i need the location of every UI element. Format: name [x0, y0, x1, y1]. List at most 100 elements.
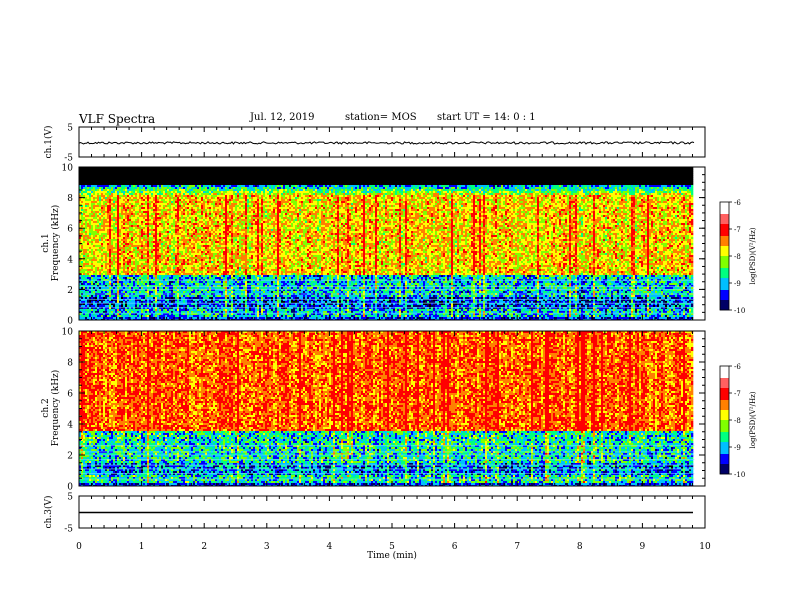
spectrogram-cell	[205, 175, 208, 178]
spectrogram-cell	[103, 241, 106, 244]
spectrogram-cell	[83, 275, 86, 278]
spectrogram-cell	[99, 209, 102, 212]
spectrogram-cell	[163, 209, 166, 212]
spectrogram-cell	[203, 231, 206, 234]
spectrogram-cell	[151, 283, 154, 286]
spectrogram-cell	[145, 197, 148, 200]
spectrogram-cell	[175, 271, 178, 274]
spectrogram-cell	[163, 309, 166, 312]
spectrogram-cell	[103, 193, 106, 196]
spectrogram-cell	[125, 249, 128, 252]
spectrogram-cell	[105, 271, 108, 274]
spectrogram-cell	[197, 173, 200, 176]
spectrogram-cell	[81, 263, 84, 266]
spectrogram-cell	[167, 199, 170, 202]
spectrogram-cell	[101, 303, 104, 306]
spectrogram-cell	[175, 317, 178, 320]
spectrogram-cell	[121, 317, 124, 320]
spectrogram-cell	[83, 229, 86, 232]
spectrogram-cell	[91, 309, 94, 312]
spectrogram-cell	[101, 169, 104, 172]
spectrogram-cell	[129, 167, 132, 170]
spectrogram-cell	[109, 311, 112, 314]
spectrogram-cell	[187, 189, 190, 192]
spectrogram-cell	[113, 291, 116, 294]
spectrogram-cell	[107, 239, 110, 242]
spectrogram-cell	[171, 269, 174, 272]
spectrogram-cell	[117, 273, 120, 276]
spectrogram-cell	[199, 271, 202, 274]
spectrogram-cell	[205, 183, 208, 186]
spectrogram-cell	[145, 187, 148, 190]
spectrogram-cell	[167, 207, 170, 210]
spectrogram-cell	[181, 237, 184, 240]
spectrogram-cell	[185, 199, 188, 202]
spectrogram-cell	[115, 297, 118, 300]
spectrogram-cell	[191, 297, 194, 300]
spectrogram-cell	[109, 273, 112, 276]
spectrogram-cell	[85, 221, 88, 224]
spectrogram-cell	[151, 167, 154, 170]
spectrogram-cell	[127, 303, 130, 306]
spectrogram-cell	[81, 311, 84, 314]
spectrogram-cell	[171, 197, 174, 200]
spectrogram-cell	[141, 181, 144, 184]
spectrogram-cell	[181, 233, 184, 236]
spectrogram-cell	[195, 189, 198, 192]
spectrogram-cell	[111, 219, 114, 222]
spectrogram-cell	[173, 231, 176, 234]
spectrogram-cell	[185, 295, 188, 298]
spectrogram-cell	[189, 167, 192, 170]
spectrogram-cell	[203, 239, 206, 242]
spectrogram-cell	[91, 313, 94, 316]
spectrogram-cell	[129, 203, 132, 206]
spectrogram-cell	[169, 203, 172, 206]
spectrogram-cell	[165, 187, 168, 190]
spectrogram-cell	[103, 305, 106, 308]
spectrogram-cell	[165, 309, 168, 312]
spectrogram-cell	[169, 291, 172, 294]
spectrogram-cell	[145, 255, 148, 258]
spectrogram-cell	[193, 245, 196, 248]
spectrogram-cell	[151, 305, 154, 308]
spectrogram-cell	[101, 277, 104, 280]
spectrogram-cell	[187, 265, 190, 268]
spectrogram-cell	[93, 175, 96, 178]
spectrogram-cell	[163, 245, 166, 248]
spectrogram-cell	[139, 311, 142, 314]
spectrogram-cell	[125, 317, 128, 320]
spectrogram-cell	[121, 191, 124, 194]
spectrogram-cell	[139, 169, 142, 172]
spectrogram-cell	[119, 249, 122, 252]
spectrogram-cell	[205, 305, 208, 308]
spectrogram-cell	[171, 235, 174, 238]
spectrogram-cell	[205, 301, 208, 304]
spectrogram-cell	[181, 295, 184, 298]
spectrogram-cell	[137, 187, 140, 190]
spectrogram-cell	[185, 223, 188, 226]
spectrogram-cell	[151, 205, 154, 208]
spectrogram-cell	[135, 305, 138, 308]
spectrogram-cell	[149, 213, 152, 216]
spectrogram-cell	[143, 215, 146, 218]
spectrogram-cell	[173, 241, 176, 244]
spectrogram-cell	[85, 309, 88, 312]
spectrogram-cell	[105, 181, 108, 184]
spectrogram-cell	[131, 241, 134, 244]
spectrogram-cell	[109, 193, 112, 196]
spectrogram-cell	[83, 195, 86, 198]
spectrogram-cell	[137, 199, 140, 202]
spectrogram-cell	[207, 283, 210, 286]
spectrogram-cell	[171, 315, 174, 318]
spectrogram-cell	[177, 235, 180, 238]
spectrogram-cell	[85, 195, 88, 198]
spectrogram-cell	[199, 277, 202, 280]
spectrogram-cell	[99, 305, 102, 308]
spectrogram-cell	[165, 277, 168, 280]
spectrogram-cell	[105, 263, 108, 266]
spectrogram-cell	[81, 271, 84, 274]
spectrogram-cell	[105, 269, 108, 272]
spectrogram-cell	[199, 251, 202, 254]
spectrogram-cell	[107, 211, 110, 214]
spectrogram-cell	[133, 291, 136, 294]
